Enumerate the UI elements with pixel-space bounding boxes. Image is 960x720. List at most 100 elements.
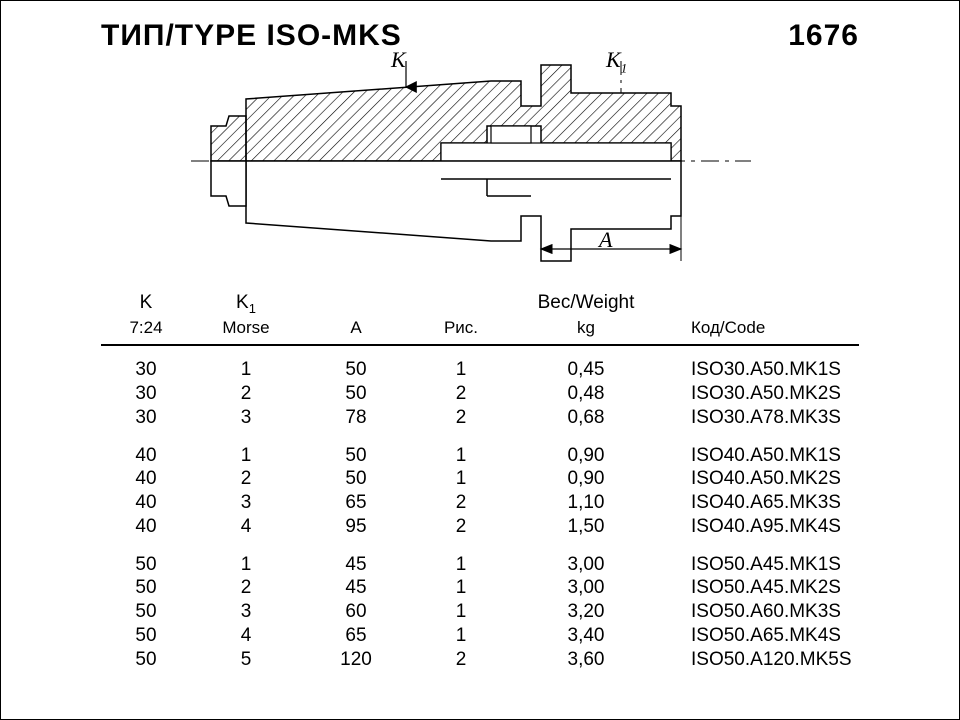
cell-code: ISO50.A45.MK1S bbox=[661, 553, 859, 577]
cell-a: 50 bbox=[301, 467, 411, 491]
cell-k1: 1 bbox=[191, 444, 301, 468]
cell-k: 40 bbox=[101, 444, 191, 468]
cell-k1: 4 bbox=[191, 624, 301, 648]
table-row: 5024513,00ISO50.A45.MK2S bbox=[101, 576, 859, 600]
cell-k1: 4 bbox=[191, 515, 301, 539]
cell-ris: 1 bbox=[411, 358, 511, 382]
cell-k1: 3 bbox=[191, 406, 301, 430]
col-ris-blank bbox=[411, 291, 511, 317]
col-ris: Рис. bbox=[411, 317, 511, 338]
cell-wt: 0,68 bbox=[511, 406, 661, 430]
col-k1-1: K1 bbox=[191, 291, 301, 317]
col-k-2: 7:24 bbox=[101, 317, 191, 338]
cell-k1: 2 bbox=[191, 382, 301, 406]
cell-wt: 1,10 bbox=[511, 491, 661, 515]
table-row: 3015010,45ISO30.A50.MK1S bbox=[101, 358, 859, 382]
cell-ris: 1 bbox=[411, 624, 511, 648]
title-text: ТИП/TYPE ISO-MKS bbox=[101, 19, 402, 53]
cell-k: 50 bbox=[101, 576, 191, 600]
spec-table: K K1 Вес/Weight 7:24 Morse A Рис. kg Код… bbox=[101, 291, 859, 671]
cell-a: 45 bbox=[301, 553, 411, 577]
cell-a: 45 bbox=[301, 576, 411, 600]
cell-k: 30 bbox=[101, 406, 191, 430]
cell-code: ISO30.A50.MK1S bbox=[661, 358, 859, 382]
cell-code: ISO40.A50.MK1S bbox=[661, 444, 859, 468]
cell-wt: 3,00 bbox=[511, 553, 661, 577]
cell-a: 50 bbox=[301, 382, 411, 406]
cell-a: 60 bbox=[301, 600, 411, 624]
cell-a: 50 bbox=[301, 358, 411, 382]
cell-a: 120 bbox=[301, 648, 411, 672]
cell-code: ISO30.A50.MK2S bbox=[661, 382, 859, 406]
cell-code: ISO50.A45.MK2S bbox=[661, 576, 859, 600]
table-row: 5046513,40ISO50.A65.MK4S bbox=[101, 624, 859, 648]
table-header: K K1 Вес/Weight 7:24 Morse A Рис. kg Код… bbox=[101, 291, 859, 346]
cell-a: 65 bbox=[301, 491, 411, 515]
label-k1: K1 bbox=[606, 47, 627, 76]
cell-wt: 3,20 bbox=[511, 600, 661, 624]
table-row: 4025010,90ISO40.A50.MK2S bbox=[101, 467, 859, 491]
cell-ris: 2 bbox=[411, 382, 511, 406]
cell-code: ISO30.A78.MK3S bbox=[661, 406, 859, 430]
page-header: ТИП/TYPE ISO-MKS 1676 bbox=[101, 19, 859, 53]
cell-wt: 1,50 bbox=[511, 515, 661, 539]
cell-k: 50 bbox=[101, 624, 191, 648]
cell-a: 50 bbox=[301, 444, 411, 468]
table-row: 50512023,60ISO50.A120.MK5S bbox=[101, 648, 859, 672]
group-separator bbox=[101, 539, 859, 553]
cell-a: 78 bbox=[301, 406, 411, 430]
technical-drawing: K K1 A bbox=[191, 51, 751, 271]
cell-ris: 2 bbox=[411, 515, 511, 539]
cell-a: 65 bbox=[301, 624, 411, 648]
cell-code: ISO40.A95.MK4S bbox=[661, 515, 859, 539]
label-k: K bbox=[391, 47, 406, 73]
cell-code: ISO40.A50.MK2S bbox=[661, 467, 859, 491]
cell-k1: 1 bbox=[191, 358, 301, 382]
cell-ris: 1 bbox=[411, 576, 511, 600]
cell-ris: 2 bbox=[411, 406, 511, 430]
col-a: A bbox=[301, 317, 411, 338]
cell-wt: 0,90 bbox=[511, 444, 661, 468]
cell-code: ISO50.A60.MK3S bbox=[661, 600, 859, 624]
table-body: 3015010,45ISO30.A50.MK1S3025020,48ISO30.… bbox=[101, 358, 859, 671]
cell-ris: 1 bbox=[411, 600, 511, 624]
col-k1-2: Morse bbox=[191, 317, 301, 338]
cell-k: 50 bbox=[101, 648, 191, 672]
cell-ris: 1 bbox=[411, 553, 511, 577]
cell-ris: 2 bbox=[411, 491, 511, 515]
cell-k: 50 bbox=[101, 553, 191, 577]
cell-k: 40 bbox=[101, 515, 191, 539]
cell-wt: 0,45 bbox=[511, 358, 661, 382]
cell-k: 30 bbox=[101, 382, 191, 406]
cell-k1: 1 bbox=[191, 553, 301, 577]
cell-wt: 0,48 bbox=[511, 382, 661, 406]
cell-ris: 1 bbox=[411, 444, 511, 468]
cell-k1: 2 bbox=[191, 576, 301, 600]
table-row: 3037820,68ISO30.A78.MK3S bbox=[101, 406, 859, 430]
table-row: 4049521,50ISO40.A95.MK4S bbox=[101, 515, 859, 539]
cell-wt: 0,90 bbox=[511, 467, 661, 491]
cell-code: ISO50.A65.MK4S bbox=[661, 624, 859, 648]
cell-k1: 2 bbox=[191, 467, 301, 491]
cell-ris: 2 bbox=[411, 648, 511, 672]
cell-k: 30 bbox=[101, 358, 191, 382]
col-wt-2: kg bbox=[511, 317, 661, 338]
cell-k1: 5 bbox=[191, 648, 301, 672]
table-row: 5014513,00ISO50.A45.MK1S bbox=[101, 553, 859, 577]
table-row: 3025020,48ISO30.A50.MK2S bbox=[101, 382, 859, 406]
table-row: 5036013,20ISO50.A60.MK3S bbox=[101, 600, 859, 624]
cell-a: 95 bbox=[301, 515, 411, 539]
cell-k: 40 bbox=[101, 467, 191, 491]
cell-k1: 3 bbox=[191, 600, 301, 624]
cell-k: 50 bbox=[101, 600, 191, 624]
cell-code: ISO50.A120.MK5S bbox=[661, 648, 859, 672]
cell-wt: 3,40 bbox=[511, 624, 661, 648]
col-code: Код/Code bbox=[661, 317, 859, 338]
cell-wt: 3,00 bbox=[511, 576, 661, 600]
part-number: 1676 bbox=[788, 19, 859, 53]
cell-ris: 1 bbox=[411, 467, 511, 491]
col-code-blank bbox=[661, 291, 859, 317]
cell-k1: 3 bbox=[191, 491, 301, 515]
col-k-1: K bbox=[101, 291, 191, 317]
label-a: A bbox=[599, 227, 612, 253]
